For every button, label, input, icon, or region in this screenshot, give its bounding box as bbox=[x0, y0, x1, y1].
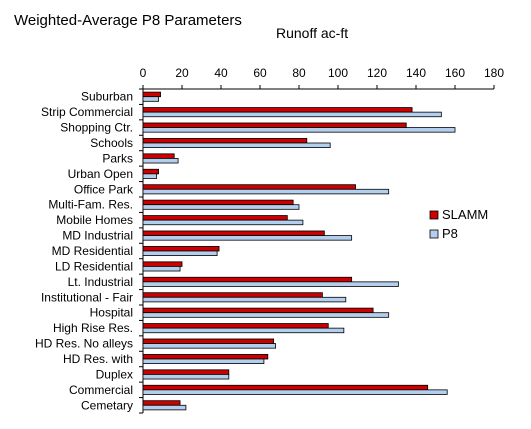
bar-p8 bbox=[142, 404, 187, 411]
bar-p8 bbox=[142, 250, 218, 256]
category-label: Commercial bbox=[69, 383, 133, 397]
bar-slamm bbox=[142, 153, 175, 159]
bar-slamm bbox=[142, 91, 161, 98]
x-tick-label: 180 bbox=[484, 66, 504, 80]
bar-slamm bbox=[142, 384, 429, 391]
bar-p8 bbox=[142, 219, 304, 226]
category-label: Cemetary bbox=[81, 398, 133, 412]
bar-slamm bbox=[142, 245, 220, 252]
bar-p8 bbox=[142, 296, 347, 303]
bar-p8 bbox=[142, 204, 300, 210]
bar-slamm bbox=[142, 122, 407, 128]
category-label: Urban Open bbox=[68, 167, 133, 181]
bar-slamm bbox=[142, 230, 325, 236]
bar-slamm bbox=[142, 369, 230, 375]
bar-p8 bbox=[142, 389, 448, 395]
bar-p8 bbox=[142, 343, 277, 349]
bar-slamm bbox=[142, 338, 275, 344]
bar-slamm bbox=[142, 137, 308, 144]
category-label: Multi-Fam. Res. bbox=[48, 198, 133, 212]
bar-p8 bbox=[142, 235, 353, 241]
category-label: Duplex bbox=[96, 367, 133, 381]
bar-p8 bbox=[142, 266, 181, 272]
category-label: Institutional - Fair bbox=[41, 290, 133, 304]
bar-slamm bbox=[142, 276, 353, 283]
bar-p8 bbox=[142, 142, 331, 148]
bar-p8 bbox=[142, 312, 390, 318]
category-label: Hospital bbox=[90, 306, 133, 320]
category-label: HD Res. No alleys bbox=[35, 337, 133, 351]
x-tick-label: 100 bbox=[328, 66, 348, 80]
bar-slamm bbox=[142, 261, 183, 267]
category-label: Mobile Homes bbox=[56, 213, 133, 227]
category-label: HD Res. with bbox=[63, 352, 133, 366]
bars bbox=[142, 91, 456, 411]
bar-p8 bbox=[142, 374, 230, 380]
category-label: MD Industrial bbox=[62, 229, 133, 243]
bar-slamm bbox=[142, 199, 294, 206]
category-label: Lt. Industrial bbox=[68, 275, 133, 289]
bar-slamm bbox=[142, 307, 374, 314]
x-tick-label: 80 bbox=[292, 66, 306, 80]
x-tick-label: 160 bbox=[445, 66, 465, 80]
bar-slamm bbox=[142, 353, 269, 360]
legend-label-slamm: SLAMM bbox=[442, 207, 488, 222]
bar-p8 bbox=[142, 127, 456, 133]
bar-p8 bbox=[142, 158, 179, 164]
bar-slamm bbox=[142, 400, 181, 406]
chart-subtitle: Runoff ac-ft bbox=[276, 25, 349, 41]
bar-p8 bbox=[142, 188, 390, 195]
category-label: Parks bbox=[102, 151, 133, 165]
category-label: Suburban bbox=[81, 90, 133, 104]
bar-p8 bbox=[142, 327, 345, 334]
x-tick-label: 120 bbox=[367, 66, 387, 80]
legend: SLAMM P8 bbox=[429, 207, 488, 241]
bar-slamm bbox=[142, 184, 356, 190]
bar-slamm bbox=[142, 215, 288, 221]
bar-slamm bbox=[142, 323, 329, 329]
category-label: Schools bbox=[90, 136, 133, 150]
category-label: LD Residential bbox=[55, 259, 133, 273]
category-label: High Rise Res. bbox=[53, 321, 133, 335]
bar-p8 bbox=[142, 358, 265, 364]
category-label: MD Residential bbox=[52, 244, 133, 258]
bar-p8 bbox=[142, 96, 159, 102]
legend-swatch-p8 bbox=[429, 229, 439, 239]
x-tick-label: 20 bbox=[175, 66, 189, 80]
bar-p8 bbox=[142, 281, 399, 287]
category-label: Strip Commercial bbox=[41, 105, 133, 119]
bar-slamm bbox=[142, 107, 413, 113]
x-tick-label: 140 bbox=[406, 66, 426, 80]
x-tick-label: 40 bbox=[214, 66, 228, 80]
bar-p8 bbox=[142, 173, 158, 179]
category-label: Shopping Ctr. bbox=[60, 121, 133, 135]
legend-label-p8: P8 bbox=[442, 226, 458, 241]
category-label: Office Park bbox=[74, 182, 134, 196]
legend-swatch-slamm bbox=[429, 210, 439, 220]
chart-title: Weighted-Average P8 Parameters bbox=[14, 12, 242, 29]
bar-slamm bbox=[142, 292, 323, 298]
x-tick-label: 60 bbox=[253, 66, 267, 80]
bar-p8 bbox=[142, 111, 442, 118]
x-tick-label: 0 bbox=[140, 66, 147, 80]
bar-slamm bbox=[142, 168, 159, 175]
